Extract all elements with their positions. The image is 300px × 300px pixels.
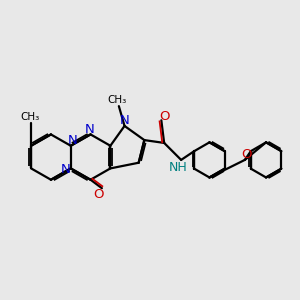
Text: CH₃: CH₃ <box>20 112 39 122</box>
Text: O: O <box>93 188 104 201</box>
Text: N: N <box>84 123 94 136</box>
Text: NH: NH <box>168 161 187 174</box>
Text: O: O <box>160 110 170 122</box>
Text: N: N <box>120 114 129 127</box>
Text: N: N <box>67 134 77 147</box>
Text: O: O <box>241 148 251 161</box>
Text: CH₃: CH₃ <box>108 95 127 105</box>
Text: N: N <box>61 163 70 176</box>
